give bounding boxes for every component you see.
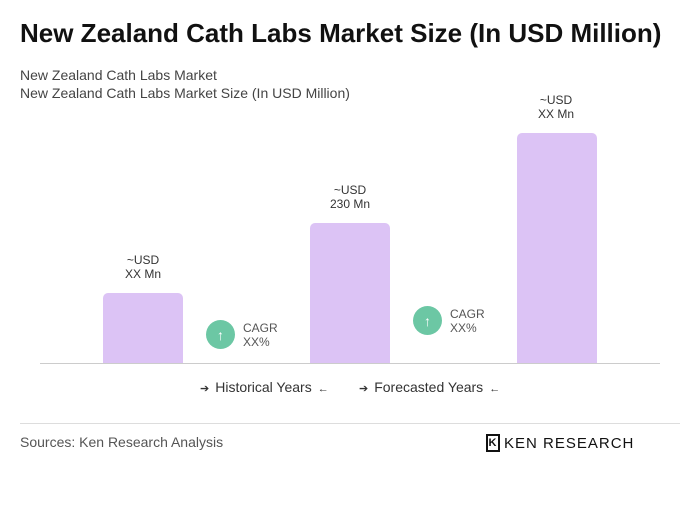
subtitle: New Zealand Cath Labs Market (20, 67, 217, 83)
bar-1 (103, 293, 183, 363)
divider (20, 423, 680, 424)
cagr-badge-2: ↑ CAGR XX% (413, 306, 485, 335)
arrow-up-icon: ↑ (206, 320, 235, 349)
ken-research-logo: K KEN RESEARCH (486, 434, 634, 452)
arrow-left-icon: ← (489, 383, 501, 395)
subtitle-2: New Zealand Cath Labs Market Size (In US… (20, 85, 350, 101)
arrow-up-icon: ↑ (413, 306, 442, 335)
legend-historical: ➔ Historical Years ← (200, 379, 329, 395)
data-label-2: ~USD 230 Mn (329, 183, 371, 211)
source-text: Sources: Ken Research Analysis (20, 434, 224, 450)
cagr-badge-1: ↑ CAGR XX% (206, 320, 278, 349)
chart-title: New Zealand Cath Labs Market Size (In US… (20, 18, 662, 48)
arrow-left-icon: ← (317, 383, 329, 395)
data-label-1: ~USD XX Mn (124, 253, 161, 281)
data-label-3: ~USD XX Mn (537, 93, 574, 121)
bar-3 (517, 133, 597, 363)
logo-icon: K (486, 434, 500, 452)
arrow-right-icon: ➔ (200, 383, 210, 395)
bar-2 (310, 223, 390, 363)
legend-forecasted: ➔ Forecasted Years ← (359, 379, 501, 395)
x-axis (40, 363, 660, 364)
arrow-right-icon: ➔ (359, 383, 369, 395)
